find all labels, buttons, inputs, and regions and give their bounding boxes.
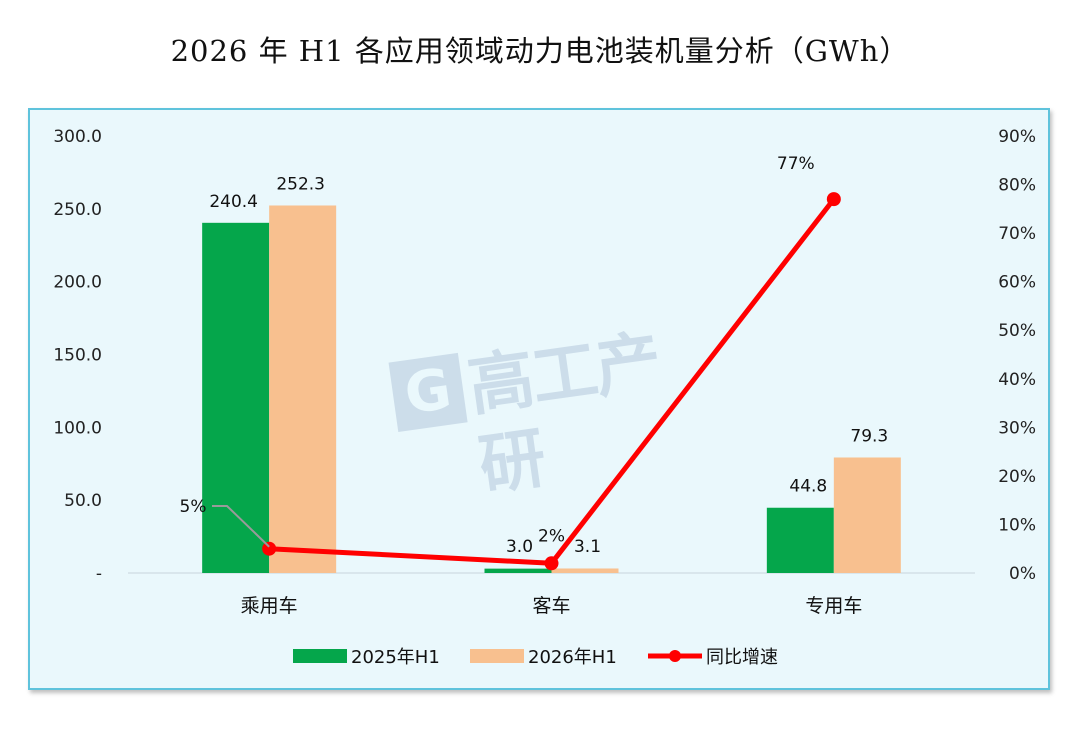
legend-label: 2025年H1: [351, 647, 440, 668]
chart-title: 2026 年 H1 各应用领域动力电池装机量分析（GWh）: [170, 34, 910, 68]
y-right-tick-label: 50%: [998, 321, 1036, 341]
bar: [484, 568, 552, 573]
x-tick-label: 客车: [532, 595, 570, 617]
growth-point: [262, 541, 277, 556]
y-right-tick-label: 0%: [1009, 564, 1036, 584]
y-left-tick-label: 100.0: [53, 418, 102, 438]
x-tick-label: 乘用车: [241, 595, 298, 617]
y-left-tick-label: -: [96, 564, 102, 584]
bar: [551, 568, 619, 573]
growth-data-label: 2%: [538, 526, 565, 546]
legend-marker: [669, 650, 681, 662]
y-left-tick-label: 250.0: [53, 200, 102, 220]
bar-data-label: 79.3: [850, 426, 888, 446]
bar: [833, 457, 901, 573]
y-right-tick-label: 60%: [998, 273, 1036, 293]
growth-point: [826, 192, 841, 207]
y-right-tick-label: 10%: [998, 515, 1036, 535]
y-left-tick-label: 50.0: [64, 491, 102, 511]
y-right-tick-label: 80%: [998, 176, 1036, 196]
growth-data-label: 77%: [777, 154, 815, 174]
y-right-tick-label: 40%: [998, 370, 1036, 390]
x-tick-label: 专用车: [805, 595, 862, 617]
bar-data-label: 240.4: [209, 192, 258, 212]
y-right-tick-label: 90%: [998, 127, 1036, 147]
bar: [269, 205, 337, 573]
y-right-tick-label: 70%: [998, 224, 1036, 244]
y-left-tick-label: 150.0: [53, 346, 102, 366]
leader-line: [212, 505, 270, 548]
legend-swatch: [470, 649, 524, 663]
y-right-tick-label: 30%: [998, 418, 1036, 438]
legend-swatch: [293, 649, 347, 663]
bar-data-label: 252.3: [276, 174, 325, 194]
bar-data-label: 44.8: [789, 477, 827, 497]
growth-line: [269, 197, 836, 566]
growth-point: [544, 556, 559, 571]
bar-data-label: 3.0: [506, 537, 533, 557]
chart-panel: [28, 108, 1050, 690]
y-left-tick-label: 200.0: [53, 273, 102, 293]
y-left-tick-label: 300.0: [53, 127, 102, 147]
growth-data-label: 5%: [180, 497, 207, 517]
legend-label: 2026年H1: [528, 647, 617, 668]
legend-label: 同比增速: [706, 647, 778, 668]
bar: [766, 507, 834, 573]
bar: [202, 222, 270, 574]
bar-data-label: 3.1: [574, 537, 601, 557]
y-right-tick-label: 20%: [998, 467, 1036, 487]
